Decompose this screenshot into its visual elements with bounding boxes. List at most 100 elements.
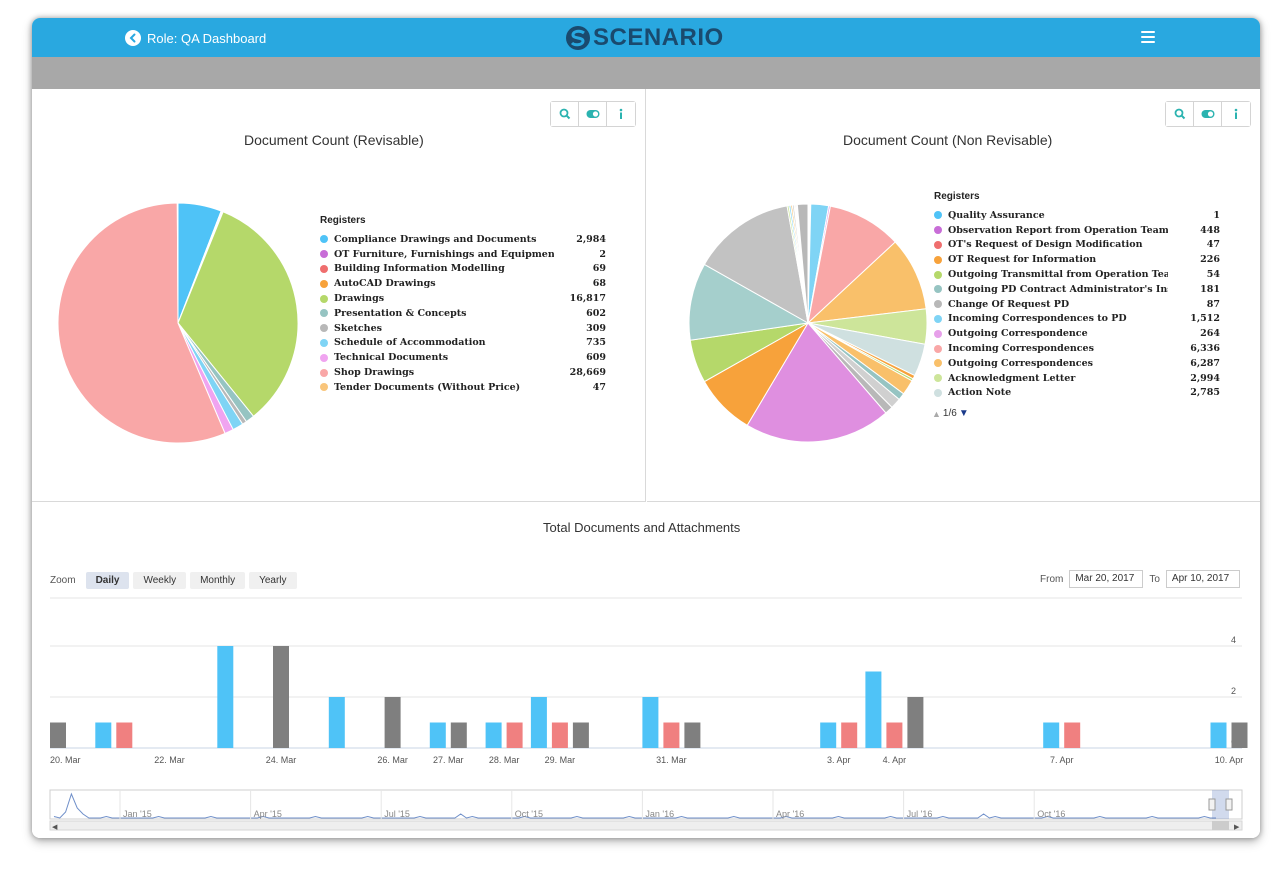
navigator-series — [53, 792, 1216, 819]
legend-item[interactable]: Compliance Drawings and Documents 2,984 — [320, 232, 606, 247]
pie-slice[interactable] — [796, 203, 809, 324]
navigator-scrollbar[interactable] — [49, 820, 1243, 831]
to-date-input[interactable]: Apr 10, 2017 — [1165, 570, 1240, 588]
legend-label: Outgoing Correspondence — [948, 328, 1088, 340]
legend-item[interactable]: OT Request for Information 226 — [934, 252, 1220, 267]
legend-item[interactable]: Incoming Correspondences 6,336 — [934, 341, 1220, 356]
legend-title: Registers — [320, 215, 366, 226]
hamburger-menu-icon[interactable] — [1141, 31, 1155, 43]
bar[interactable] — [886, 722, 903, 749]
info-icon[interactable] — [607, 102, 635, 126]
legend-item[interactable]: Action Note 2,785 — [934, 386, 1220, 401]
zoom-yearly-button[interactable]: Yearly — [249, 572, 297, 589]
legend-value: 6,287 — [1190, 357, 1220, 369]
legend-item[interactable]: Observation Report from Operation Team 44… — [934, 223, 1220, 238]
zoom-search-icon[interactable] — [1166, 102, 1194, 126]
pie-slice[interactable] — [176, 202, 179, 324]
bar[interactable] — [551, 722, 568, 749]
pie-slice[interactable] — [807, 205, 896, 325]
info-icon[interactable] — [1222, 102, 1250, 126]
pie-slice[interactable] — [806, 241, 927, 324]
legend-item[interactable]: Drawings 16,817 — [320, 291, 606, 306]
scroll-right-arrow-icon[interactable]: ▶ — [1234, 824, 1240, 831]
pie-slice[interactable] — [746, 322, 887, 443]
bar[interactable] — [1043, 722, 1060, 749]
pager-up-arrow-icon[interactable]: ▲ — [932, 408, 941, 419]
bar[interactable] — [95, 722, 112, 749]
bar[interactable] — [572, 722, 589, 749]
legend-item[interactable]: Acknowledgment Letter 2,994 — [934, 371, 1220, 386]
bar[interactable] — [50, 722, 66, 749]
legend-item[interactable]: Outgoing PD Contract Administrator's Ins… — [934, 282, 1220, 297]
legend-item[interactable]: Quality Assurance 1 — [934, 208, 1220, 223]
legend-value: 181 — [1200, 283, 1220, 295]
zoom-daily-button[interactable]: Daily — [85, 572, 130, 589]
bar[interactable] — [217, 646, 234, 748]
pager-down-arrow-icon[interactable]: ▼ — [958, 408, 969, 419]
zoom-label: Zoom — [50, 575, 76, 586]
pie-slice[interactable] — [177, 211, 299, 417]
pie-slice[interactable] — [703, 205, 809, 324]
bar[interactable] — [328, 697, 345, 748]
x-tick-label: 10. Apr — [1215, 755, 1244, 765]
legend-item[interactable]: OT's Request of Design Modification 47 — [934, 238, 1220, 253]
bar[interactable] — [530, 697, 547, 748]
scroll-left-arrow-icon[interactable]: ◀ — [52, 824, 58, 831]
legend-item[interactable]: Presentation & Concepts 602 — [320, 306, 606, 321]
navigator-handle[interactable] — [1208, 798, 1216, 811]
bar[interactable] — [642, 697, 659, 748]
back-to-role-link[interactable]: Role: QA Dashboard — [125, 28, 266, 48]
toggle-icon[interactable] — [1194, 102, 1222, 126]
toggle-icon[interactable] — [579, 102, 607, 126]
bar[interactable] — [485, 722, 502, 749]
pie-slice[interactable] — [688, 263, 810, 341]
bar[interactable] — [684, 722, 701, 749]
bar[interactable] — [820, 722, 837, 749]
legend-marker — [934, 285, 942, 294]
legend-title: Registers — [934, 191, 980, 202]
y-tick-label: 2 — [1231, 686, 1236, 696]
navigator-handle[interactable] — [1225, 798, 1233, 811]
bar[interactable] — [907, 697, 924, 748]
zoom-search-icon[interactable] — [551, 102, 579, 126]
legend-item[interactable]: Outgoing Transmittal from Operation Team… — [934, 267, 1220, 282]
zoom-weekly-button[interactable]: Weekly — [133, 572, 187, 589]
legend-item[interactable]: Building Information Modelling 69 — [320, 262, 606, 277]
bar[interactable] — [1231, 722, 1248, 749]
bar[interactable] — [429, 722, 446, 749]
legend-item[interactable]: Sketches 309 — [320, 321, 606, 336]
navigator-label: Apr '15 — [254, 809, 282, 819]
bar[interactable] — [663, 722, 680, 749]
legend-item[interactable]: AutoCAD Drawings 68 — [320, 276, 606, 291]
from-date-input[interactable]: Mar 20, 2017 — [1069, 570, 1144, 588]
navigator-area[interactable] — [49, 789, 1243, 820]
bar[interactable] — [1210, 722, 1227, 749]
bar[interactable] — [506, 722, 523, 749]
bar[interactable] — [450, 722, 467, 749]
zoom-monthly-button[interactable]: Monthly — [190, 572, 246, 589]
bar[interactable] — [384, 697, 401, 748]
bar[interactable] — [273, 646, 289, 748]
legend-value: 2 — [599, 248, 606, 260]
bar[interactable] — [116, 722, 133, 749]
scrollbar-thumb[interactable] — [1212, 821, 1229, 830]
legend-label: OT's Request of Design Modification — [948, 239, 1143, 251]
legend-item[interactable]: Outgoing Correspondences 6,287 — [934, 356, 1220, 371]
navigator-selection[interactable] — [1212, 790, 1229, 819]
bar[interactable] — [841, 722, 858, 749]
legend-item[interactable]: OT Furniture, Furnishings and Equipment 2 — [320, 247, 606, 262]
bar[interactable] — [865, 671, 882, 749]
legend-marker — [934, 300, 942, 309]
navigator-label: Jan '15 — [123, 809, 152, 819]
bar[interactable] — [1064, 722, 1081, 749]
legend-item[interactable]: Technical Documents 609 — [320, 350, 606, 365]
legend-item[interactable]: Tender Documents (Without Price) 47 — [320, 380, 606, 395]
legend-item[interactable]: Outgoing Correspondence 264 — [934, 326, 1220, 341]
legend-item[interactable]: Schedule of Accommodation 735 — [320, 336, 606, 351]
legend-item[interactable]: Change Of Request PD 87 — [934, 297, 1220, 312]
legend-marker — [934, 226, 942, 235]
legend-item[interactable]: Shop Drawings 28,669 — [320, 365, 606, 380]
legend-pager: ▲ 1/6 ▼ — [932, 408, 969, 419]
pie-slice[interactable] — [57, 202, 226, 444]
legend-item[interactable]: Incoming Correspondences to PD 1,512 — [934, 312, 1220, 327]
